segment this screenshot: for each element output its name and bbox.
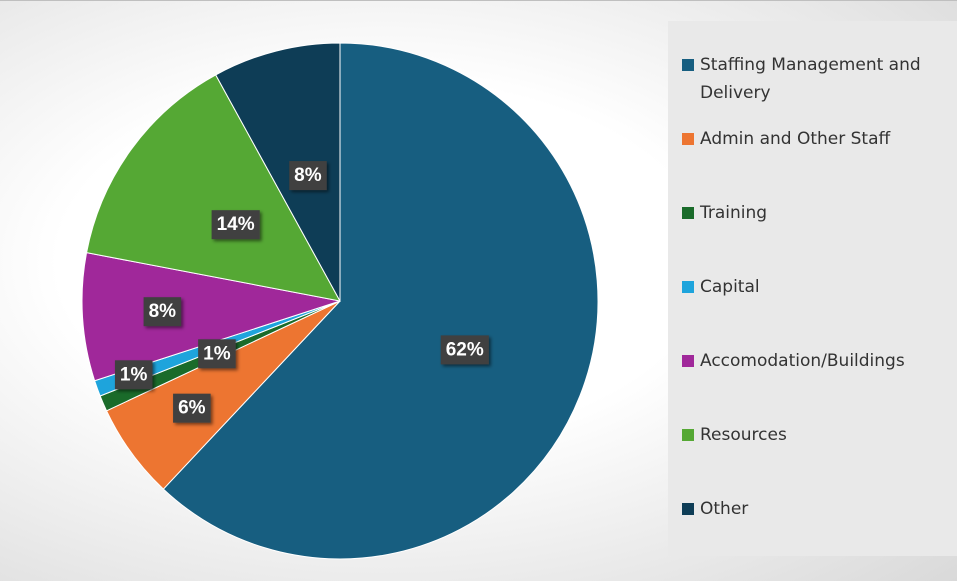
legend-entry: Staffing Management and Delivery bbox=[682, 51, 957, 107]
data-label-text: 6% bbox=[178, 398, 206, 419]
legend-label: Other bbox=[700, 499, 749, 519]
legend-swatch bbox=[682, 355, 694, 367]
data-label: 1% bbox=[114, 360, 153, 390]
data-label-box bbox=[143, 297, 182, 327]
data-label-box bbox=[289, 161, 327, 191]
data-label: 14% bbox=[211, 210, 260, 240]
data-label-text: 1% bbox=[203, 343, 231, 364]
data-label-text: 14% bbox=[217, 214, 255, 235]
data-label-box bbox=[440, 335, 489, 365]
legend-entry: Resources bbox=[682, 421, 957, 449]
data-label: 8% bbox=[143, 297, 182, 327]
data-label: 6% bbox=[173, 393, 211, 423]
data-label-text: 62% bbox=[446, 339, 484, 360]
pie-slice bbox=[81, 252, 341, 382]
data-label-box bbox=[211, 210, 260, 240]
legend-entry: Training bbox=[682, 199, 957, 227]
legend-entry: Capital bbox=[682, 273, 957, 301]
legend-label: Capital bbox=[700, 277, 760, 297]
legend-label: Staffing Management and Delivery bbox=[700, 55, 921, 103]
legend: Staffing Management and Delivery Admin an… bbox=[668, 21, 957, 556]
pie-area: 62% 6% 1% 1% 8% 14% 8% bbox=[81, 42, 599, 560]
data-label-box bbox=[173, 393, 211, 423]
legend-swatch bbox=[682, 281, 694, 293]
legend-label: Training bbox=[700, 203, 768, 223]
pie-slice bbox=[162, 42, 599, 560]
pie-slice bbox=[85, 74, 341, 302]
legend-entry: Admin and Other Staff bbox=[682, 125, 957, 153]
data-label: 1% bbox=[198, 339, 236, 369]
data-label-text: 8% bbox=[294, 165, 322, 186]
data-label-box bbox=[198, 339, 236, 369]
legend-label: Admin and Other Staff bbox=[700, 129, 891, 149]
legend-label: Resources bbox=[700, 425, 787, 445]
data-label-text: 1% bbox=[120, 364, 148, 385]
legend-swatch bbox=[682, 503, 694, 515]
data-label-box bbox=[114, 360, 153, 390]
legend-swatch bbox=[682, 59, 694, 71]
legend-label: Accomodation/Buildings bbox=[700, 351, 905, 371]
legend-swatch bbox=[682, 429, 694, 441]
legend-entry: Accomodation/Buildings bbox=[682, 347, 957, 375]
data-label: 62% bbox=[440, 335, 489, 365]
legend-entry: Other bbox=[682, 495, 957, 523]
data-label-text: 8% bbox=[149, 301, 177, 322]
legend-swatch bbox=[682, 207, 694, 219]
pie-slice bbox=[215, 42, 341, 302]
legend-swatch bbox=[682, 133, 694, 145]
data-label: 8% bbox=[289, 161, 327, 191]
